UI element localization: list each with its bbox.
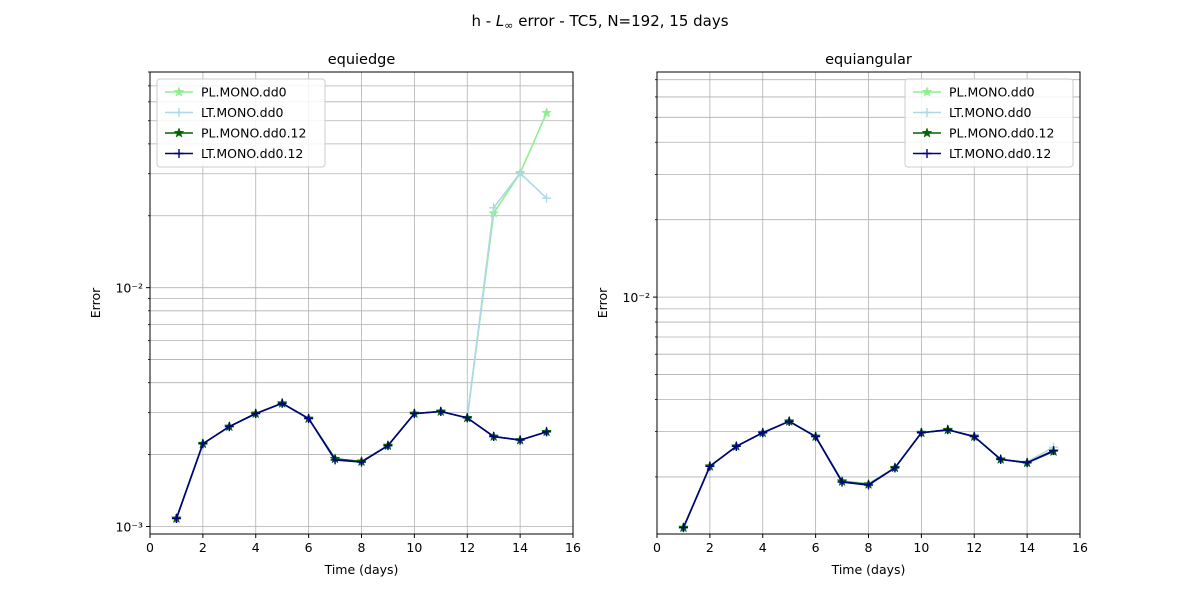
plot-area	[677, 415, 1059, 533]
data-point	[357, 457, 366, 467]
data-point	[705, 461, 715, 471]
legend-item: PL.MONO.dd0.12	[913, 126, 1054, 141]
legend-label: LT.MONO.dd0	[949, 105, 1032, 120]
data-point	[330, 455, 340, 465]
data-point	[758, 428, 768, 438]
legend-marker	[921, 86, 933, 97]
legend-frame	[156, 78, 326, 168]
data-point	[409, 409, 419, 419]
data-point	[251, 409, 261, 419]
axes-title: equiangular	[825, 52, 912, 68]
x-tick-label: 2	[706, 540, 714, 555]
data-point	[541, 107, 553, 118]
data-point	[1049, 446, 1059, 456]
x-tick-label: 14	[1019, 540, 1035, 555]
legend-label: PL.MONO.dd0.12	[201, 126, 306, 141]
x-tick-label: 12	[459, 540, 475, 555]
data-point	[1022, 458, 1032, 468]
data-point	[731, 441, 741, 451]
legend-label: LT.MONO.dd0.12	[201, 146, 303, 161]
legend-label: PL.MONO.dd0	[949, 85, 1035, 100]
data-point	[890, 463, 900, 473]
x-axis-label: Time (days)	[831, 562, 906, 577]
legend-frame	[904, 78, 1074, 168]
x-tick-label: 16	[1072, 540, 1088, 555]
legend-marker	[173, 86, 185, 97]
legend-marker	[174, 149, 184, 158]
data-point	[224, 422, 234, 432]
legend-marker	[921, 127, 933, 138]
data-point	[489, 203, 499, 213]
data-point	[542, 193, 552, 203]
grid	[149, 71, 574, 534]
series-LT.MONO.dd0.12	[678, 416, 1059, 533]
x-tick-label: 0	[653, 540, 661, 555]
legend-label: PL.MONO.dd0.12	[949, 126, 1054, 141]
x-tick-label: 12	[966, 540, 982, 555]
legend-marker	[922, 108, 932, 117]
data-point	[198, 439, 208, 449]
data-point	[304, 414, 314, 424]
plot-area	[171, 107, 553, 524]
legend-label: LT.MONO.dd0	[201, 105, 284, 120]
x-tick-label: 2	[199, 540, 207, 555]
legend-item: LT.MONO.dd0.12	[913, 146, 1051, 161]
x-tick-label: 0	[146, 540, 154, 555]
data-point	[462, 413, 472, 423]
legend-item: PL.MONO.dd0.12	[165, 126, 306, 141]
chart-panel-equiangular: 0 2 4 6 8 10 12 14 16 10⁻² equiangular Time (days) E…	[595, 52, 1088, 577]
y-axis-label: Error	[88, 287, 103, 318]
series-LT.MONO.dd0.12	[171, 398, 552, 523]
x-tick-label: 6	[305, 540, 313, 555]
x-tick-label: 4	[759, 540, 767, 555]
x-tick-label: 6	[812, 540, 820, 555]
x-tick-label: 10	[913, 540, 929, 555]
legend-label: LT.MONO.dd0.12	[949, 146, 1051, 161]
legend-marker	[174, 108, 184, 117]
legend-label: PL.MONO.dd0	[201, 85, 287, 100]
data-point	[542, 427, 552, 437]
data-point	[678, 523, 688, 533]
data-point	[864, 480, 873, 490]
data-point	[916, 428, 926, 438]
data-point	[515, 435, 525, 445]
data-point	[943, 425, 953, 435]
legend-item: LT.MONO.dd0.12	[165, 146, 303, 161]
x-tick-label: 4	[252, 540, 260, 555]
figure-suptitle: h - L∞ error - TC5, N=192, 15 days	[471, 12, 728, 32]
legend-marker	[922, 149, 932, 158]
y-tick-label: 10⁻²	[115, 281, 143, 296]
data-point	[969, 432, 979, 442]
data-point	[996, 454, 1006, 464]
data-point	[383, 441, 393, 451]
y-tick-label: 10⁻²	[622, 290, 650, 305]
data-point	[837, 477, 847, 487]
data-point	[515, 168, 525, 178]
data-point	[811, 432, 821, 442]
y-tick-label: 10⁻³	[115, 519, 143, 534]
legend-item: PL.MONO.dd0	[165, 85, 287, 100]
legend: PL.MONO.dd0 LT.MONO.dd0 PL.MONO.dd0.12 LT.M…	[156, 78, 326, 168]
legend-marker	[173, 127, 185, 138]
y-axis-label: Error	[595, 287, 610, 318]
data-point	[436, 407, 446, 417]
x-axis-label: Time (days)	[324, 562, 399, 577]
legend-item: PL.MONO.dd0	[913, 85, 1035, 100]
axes-title: equiedge	[328, 52, 396, 68]
data-point	[171, 513, 181, 523]
x-tick-label: 10	[406, 540, 422, 555]
x-tick-label: 16	[565, 540, 581, 555]
chart-panel-equiedge: 0 2 4 6 8 10 12 14 16 10⁻³ 10⁻² equiedge Time (days)…	[88, 52, 581, 577]
legend-item: LT.MONO.dd0	[165, 105, 284, 120]
data-point	[784, 416, 794, 426]
x-tick-label: 8	[865, 540, 873, 555]
x-tick-label: 14	[512, 540, 528, 555]
legend-item: LT.MONO.dd0	[913, 105, 1032, 120]
x-tick-label: 8	[358, 540, 366, 555]
data-point	[489, 432, 499, 442]
legend: PL.MONO.dd0 LT.MONO.dd0 PL.MONO.dd0.12 LT.M…	[904, 78, 1074, 168]
data-point	[277, 398, 287, 408]
